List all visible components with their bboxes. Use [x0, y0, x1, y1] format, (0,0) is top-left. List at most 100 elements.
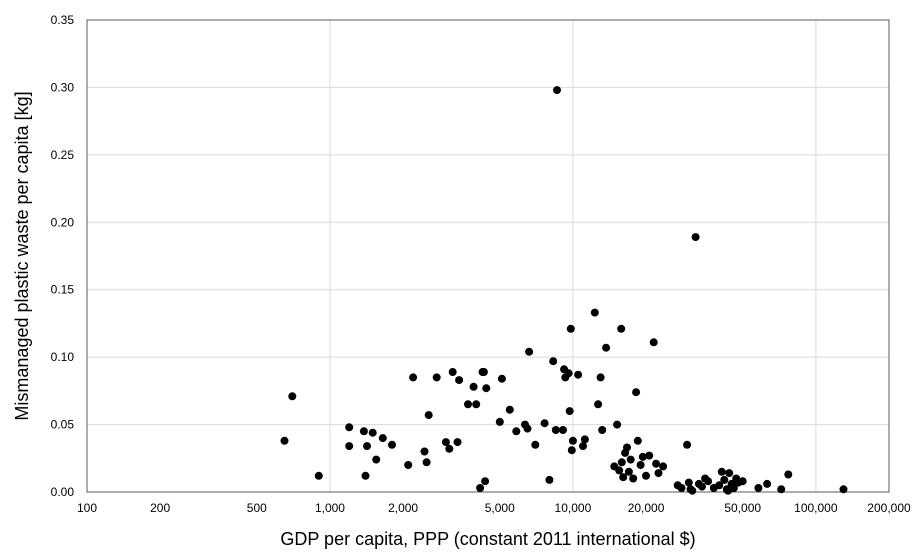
data-point — [448, 368, 457, 376]
data-point — [453, 438, 462, 447]
data-point — [469, 382, 478, 391]
data-point — [615, 466, 624, 475]
data-point — [763, 479, 772, 488]
data-point — [559, 426, 567, 434]
x-tick-label: 50,000 — [724, 501, 761, 515]
data-point — [359, 427, 368, 436]
data-point — [649, 338, 658, 347]
data-point — [523, 424, 532, 433]
data-point — [505, 405, 514, 414]
data-point — [623, 443, 631, 452]
data-point — [551, 426, 560, 434]
x-tick-label: 10,000 — [555, 501, 592, 515]
plot-area-border — [86, 19, 890, 493]
data-point — [441, 438, 450, 447]
data-point — [720, 475, 729, 484]
data-point — [642, 471, 650, 480]
data-point — [363, 442, 371, 451]
y-tick-label: 0.05 — [51, 418, 75, 432]
data-point — [704, 477, 713, 486]
data-point — [777, 485, 786, 494]
data-point — [424, 411, 433, 420]
data-point — [472, 400, 481, 409]
data-point — [378, 434, 387, 443]
data-point — [688, 486, 697, 495]
data-point — [464, 400, 472, 409]
data-point — [280, 436, 289, 445]
x-axis-title: GDP per capita, PPP (constant 2011 inter… — [280, 529, 695, 549]
data-point — [598, 426, 607, 434]
data-point — [314, 471, 323, 480]
data-point — [545, 475, 554, 484]
data-point — [512, 427, 521, 436]
data-point — [698, 482, 706, 491]
x-tick-label: 5,000 — [485, 501, 515, 515]
data-point — [624, 467, 633, 476]
data-point — [596, 373, 605, 382]
data-point — [288, 392, 297, 401]
data-point — [654, 469, 663, 478]
data-point — [717, 467, 726, 476]
data-point — [632, 388, 641, 397]
data-point — [784, 470, 793, 479]
y-tick-label: 0.25 — [51, 148, 75, 162]
data-point — [645, 451, 654, 460]
data-point — [479, 368, 488, 376]
y-tick-label: 0.10 — [51, 350, 75, 364]
data-point — [565, 407, 574, 416]
y-tick-label: 0.15 — [51, 283, 75, 297]
data-point — [617, 458, 626, 467]
data-point — [602, 343, 611, 352]
data-point — [540, 419, 549, 428]
data-point — [652, 459, 661, 468]
x-tick-label: 200 — [150, 501, 170, 515]
data-point — [580, 435, 589, 444]
data-point — [482, 384, 491, 393]
data-point — [476, 484, 485, 492]
data-point — [715, 481, 724, 490]
data-point — [531, 440, 540, 449]
data-point — [445, 444, 454, 453]
data-point — [455, 376, 464, 385]
y-axis-title: Mismanaged plastic waste per capita [kg] — [12, 91, 32, 420]
data-point — [420, 447, 429, 456]
data-point — [677, 484, 686, 492]
data-point — [629, 474, 638, 483]
data-point — [638, 452, 647, 461]
data-point — [683, 440, 692, 449]
data-point — [495, 417, 504, 426]
data-point — [568, 436, 577, 445]
y-tick-label: 0.35 — [51, 13, 75, 27]
data-point — [567, 446, 576, 455]
data-point — [566, 324, 575, 333]
data-point — [388, 440, 396, 449]
data-point — [617, 324, 626, 333]
data-point — [579, 442, 587, 451]
y-axis-ticks: 0.00 0.05 0.10 0.15 0.20 0.25 0.30 0.35 — [51, 13, 75, 499]
x-tick-label: 200,000 — [867, 501, 911, 515]
data-point — [368, 428, 377, 437]
y-tick-label: 0.20 — [51, 215, 75, 229]
data-point — [725, 469, 734, 478]
data-point — [564, 369, 573, 378]
data-point — [659, 462, 668, 471]
data-point — [738, 477, 747, 486]
x-tick-label: 100 — [77, 501, 97, 515]
data-point — [432, 373, 441, 382]
data-point — [574, 370, 583, 379]
data-point — [372, 455, 381, 464]
data-point — [691, 233, 700, 242]
data-point — [684, 478, 693, 487]
data-point — [549, 357, 558, 366]
x-axis-ticks: 100 200 500 1,000 2,000 5,000 10,000 20,000 50,0… — [77, 501, 911, 515]
y-tick-label: 0.30 — [51, 80, 75, 94]
data-point — [404, 461, 413, 469]
data-point — [633, 436, 642, 445]
data-point — [481, 477, 490, 486]
y-tick-label: 0.00 — [51, 485, 75, 499]
data-point — [553, 86, 561, 95]
x-tick-label: 2,000 — [388, 501, 418, 515]
